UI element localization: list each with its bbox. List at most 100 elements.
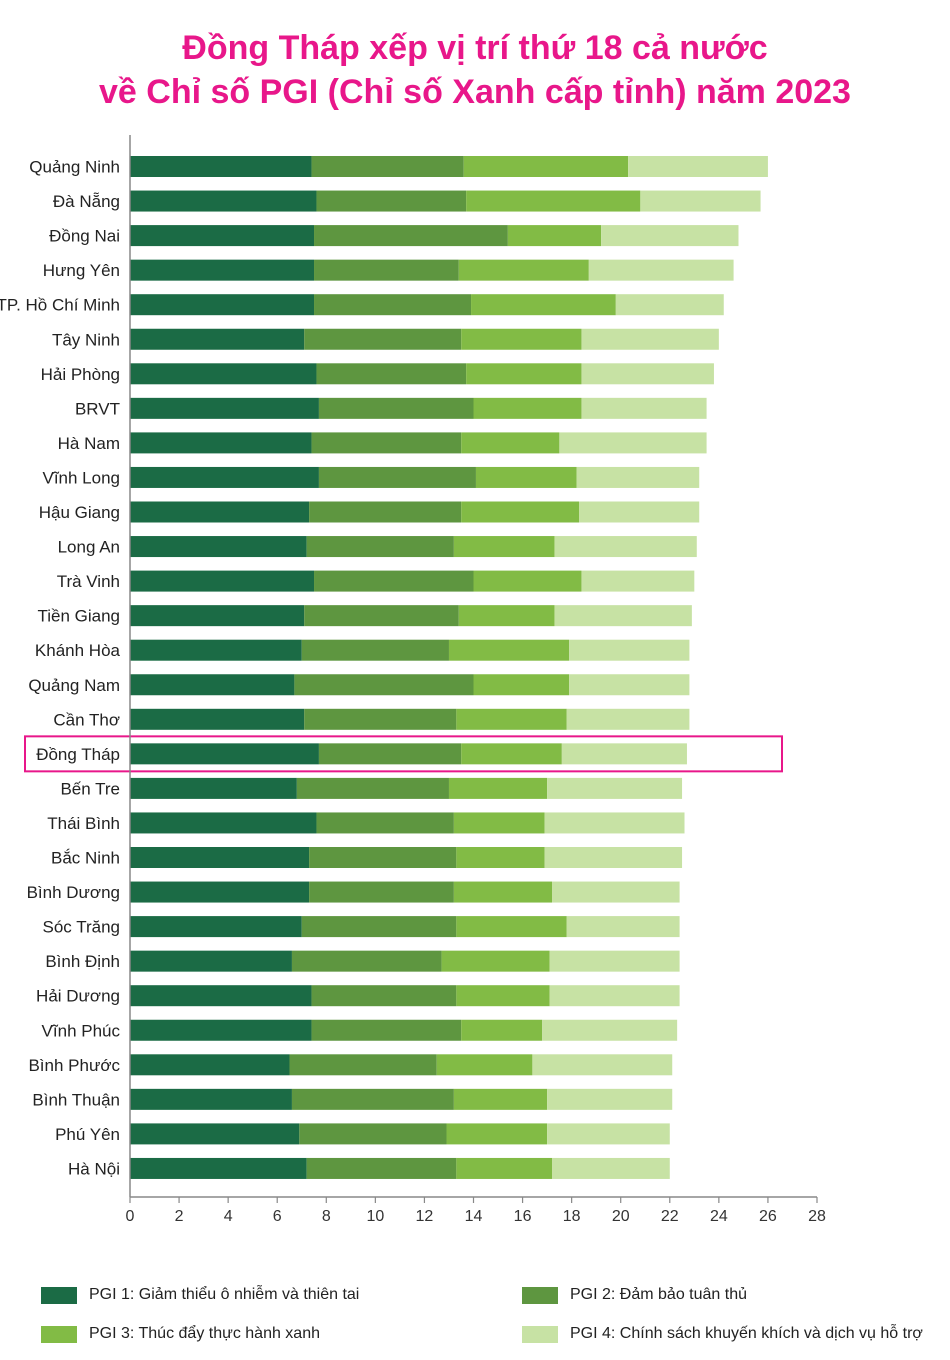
bar-segment-pgi4 <box>561 743 687 765</box>
highlight-box <box>24 735 783 773</box>
bar-segment-pgi4 <box>547 1123 670 1145</box>
bar-segment-pgi1 <box>130 743 319 765</box>
legend-label-pgi1: PGI 1: Giảm thiểu ô nhiễm và thiên tai <box>89 1286 360 1303</box>
bar-segment-pgi3 <box>461 743 562 765</box>
bar-segment-pgi1 <box>130 985 312 1007</box>
x-tick-label: 26 <box>759 1208 777 1225</box>
bar-segment-pgi3 <box>453 536 555 558</box>
bar-segment-pgi4 <box>569 639 690 661</box>
x-tick-label: 10 <box>366 1208 384 1225</box>
bar-segment-pgi1 <box>130 397 319 419</box>
category-label: Vĩnh Phúc <box>42 1021 121 1040</box>
bar-segment-pgi3 <box>461 328 582 350</box>
bar-segment-pgi1 <box>130 432 312 454</box>
bar-segment-pgi2 <box>304 708 457 730</box>
bar-segment-pgi2 <box>311 156 464 177</box>
category-label: Tiền Giang <box>37 607 120 626</box>
bar-segment-pgi2 <box>294 674 474 696</box>
bar-segment-pgi2 <box>304 328 462 350</box>
category-label: Bình Thuận <box>32 1090 120 1109</box>
category-label: Đồng Tháp <box>36 745 120 764</box>
category-label: Vĩnh Long <box>42 468 120 487</box>
bar-segment-pgi1 <box>130 466 319 488</box>
category-label: Hải Dương <box>36 987 120 1006</box>
chart-title-line-1: Đồng Tháp xếp vị trí thứ 18 cả nước <box>182 29 768 67</box>
chart-title-line-2: về Chỉ số PGI (Chỉ số Xanh cấp tỉnh) năm… <box>99 73 851 111</box>
bar-segment-pgi1 <box>130 950 292 972</box>
x-tick-label: 8 <box>322 1208 331 1225</box>
bar-segment-pgi3 <box>436 1054 533 1076</box>
legend-label-pgi4: PGI 4: Chính sách khuyến khích và dịch v… <box>570 1325 923 1342</box>
bar-segment-pgi1 <box>130 536 307 558</box>
category-label: Sóc Trăng <box>43 918 121 937</box>
bar-segment-pgi2 <box>311 1019 462 1041</box>
bar-segment-pgi2 <box>318 397 474 419</box>
category-label: Bắc Ninh <box>51 849 120 868</box>
bar-segment-pgi2 <box>316 812 454 834</box>
bar-segment-pgi4 <box>559 432 707 454</box>
category-label: Long An <box>58 538 120 557</box>
bar-segment-pgi2 <box>309 501 462 523</box>
bar-segment-pgi4 <box>628 156 768 177</box>
x-tick-label: 18 <box>563 1208 581 1225</box>
bar-segment-pgi1 <box>130 570 315 592</box>
legend-label-pgi2: PGI 2: Đảm bảo tuân thủ <box>570 1286 747 1303</box>
category-label: Quảng Ninh <box>29 158 120 177</box>
bar-segment-pgi1 <box>130 225 315 247</box>
bar-segment-pgi4 <box>554 605 692 627</box>
bar-segment-pgi3 <box>461 501 580 523</box>
bar-segment-pgi1 <box>130 190 317 212</box>
bar-segment-pgi4 <box>581 397 707 419</box>
bar-segment-pgi3 <box>453 812 545 834</box>
bar-segment-pgi3 <box>448 777 548 799</box>
bar-segment-pgi4 <box>615 294 724 316</box>
bar-segment-pgi3 <box>463 156 629 177</box>
bar-segment-pgi4 <box>552 1157 670 1179</box>
x-tick-label: 0 <box>126 1208 135 1225</box>
bar-segment-pgi3 <box>461 1019 543 1041</box>
category-label: Đồng Nai <box>49 227 120 246</box>
bar-segment-pgi4 <box>544 812 685 834</box>
bar-segment-pgi3 <box>456 708 567 730</box>
bar-segment-pgi3 <box>453 1088 548 1110</box>
category-label: Bến Tre <box>60 779 120 798</box>
bar-segment-pgi4 <box>549 985 680 1007</box>
category-label: Hà Nam <box>58 434 120 453</box>
legend-swatch-pgi3 <box>41 1325 77 1343</box>
bar-segment-pgi1 <box>130 1019 312 1041</box>
category-label: Bình Phước <box>28 1056 120 1075</box>
legend-item-pgi4: PGI 4: Chính sách khuyến khích và dịch v… <box>522 1325 923 1343</box>
bar-segment-pgi3 <box>466 363 582 385</box>
bar-segment-pgi2 <box>311 985 457 1007</box>
bar-segment-pgi2 <box>291 950 442 972</box>
bar-segment-pgi1 <box>130 1054 290 1076</box>
x-tick-label: 28 <box>808 1208 826 1225</box>
bar-segment-pgi1 <box>130 708 305 730</box>
bar-segment-pgi4 <box>549 950 680 972</box>
bar-segment-pgi4 <box>569 674 690 696</box>
bar-segment-pgi4 <box>547 1088 673 1110</box>
bar-segment-pgi1 <box>130 1088 292 1110</box>
bar-segment-pgi2 <box>316 363 467 385</box>
bar-segment-pgi3 <box>453 881 553 903</box>
category-label: Khánh Hòa <box>35 641 121 660</box>
bar-segment-pgi4 <box>640 190 761 212</box>
category-label: Quảng Nam <box>28 676 120 695</box>
bar-segment-pgi2 <box>304 605 459 627</box>
bar-segment-pgi3 <box>466 190 641 212</box>
stacked-bar-chart: Quảng Ninh Đà Nẵng Đồng Nai Hưng Yên TP. Hồ … <box>0 135 826 1225</box>
bar-segment-pgi3 <box>473 397 582 419</box>
legend-item-pgi2: PGI 2: Đảm bảo tuân thủ <box>522 1286 747 1304</box>
bar-segment-pgi4 <box>544 847 683 868</box>
category-label: Tây Ninh <box>52 330 120 349</box>
bar-segment-pgi4 <box>581 363 714 385</box>
bar-segment-pgi4 <box>579 501 700 523</box>
x-tick-label: 2 <box>175 1208 184 1225</box>
bar-segment-pgi2 <box>311 432 462 454</box>
bar-segment-pgi3 <box>441 950 550 972</box>
bar-segment-pgi3 <box>475 466 577 488</box>
bar-segment-pgi1 <box>130 812 317 834</box>
bar-segment-pgi1 <box>130 259 315 281</box>
bar-segment-pgi2 <box>309 881 454 903</box>
category-label: Hà Nội <box>68 1159 120 1178</box>
